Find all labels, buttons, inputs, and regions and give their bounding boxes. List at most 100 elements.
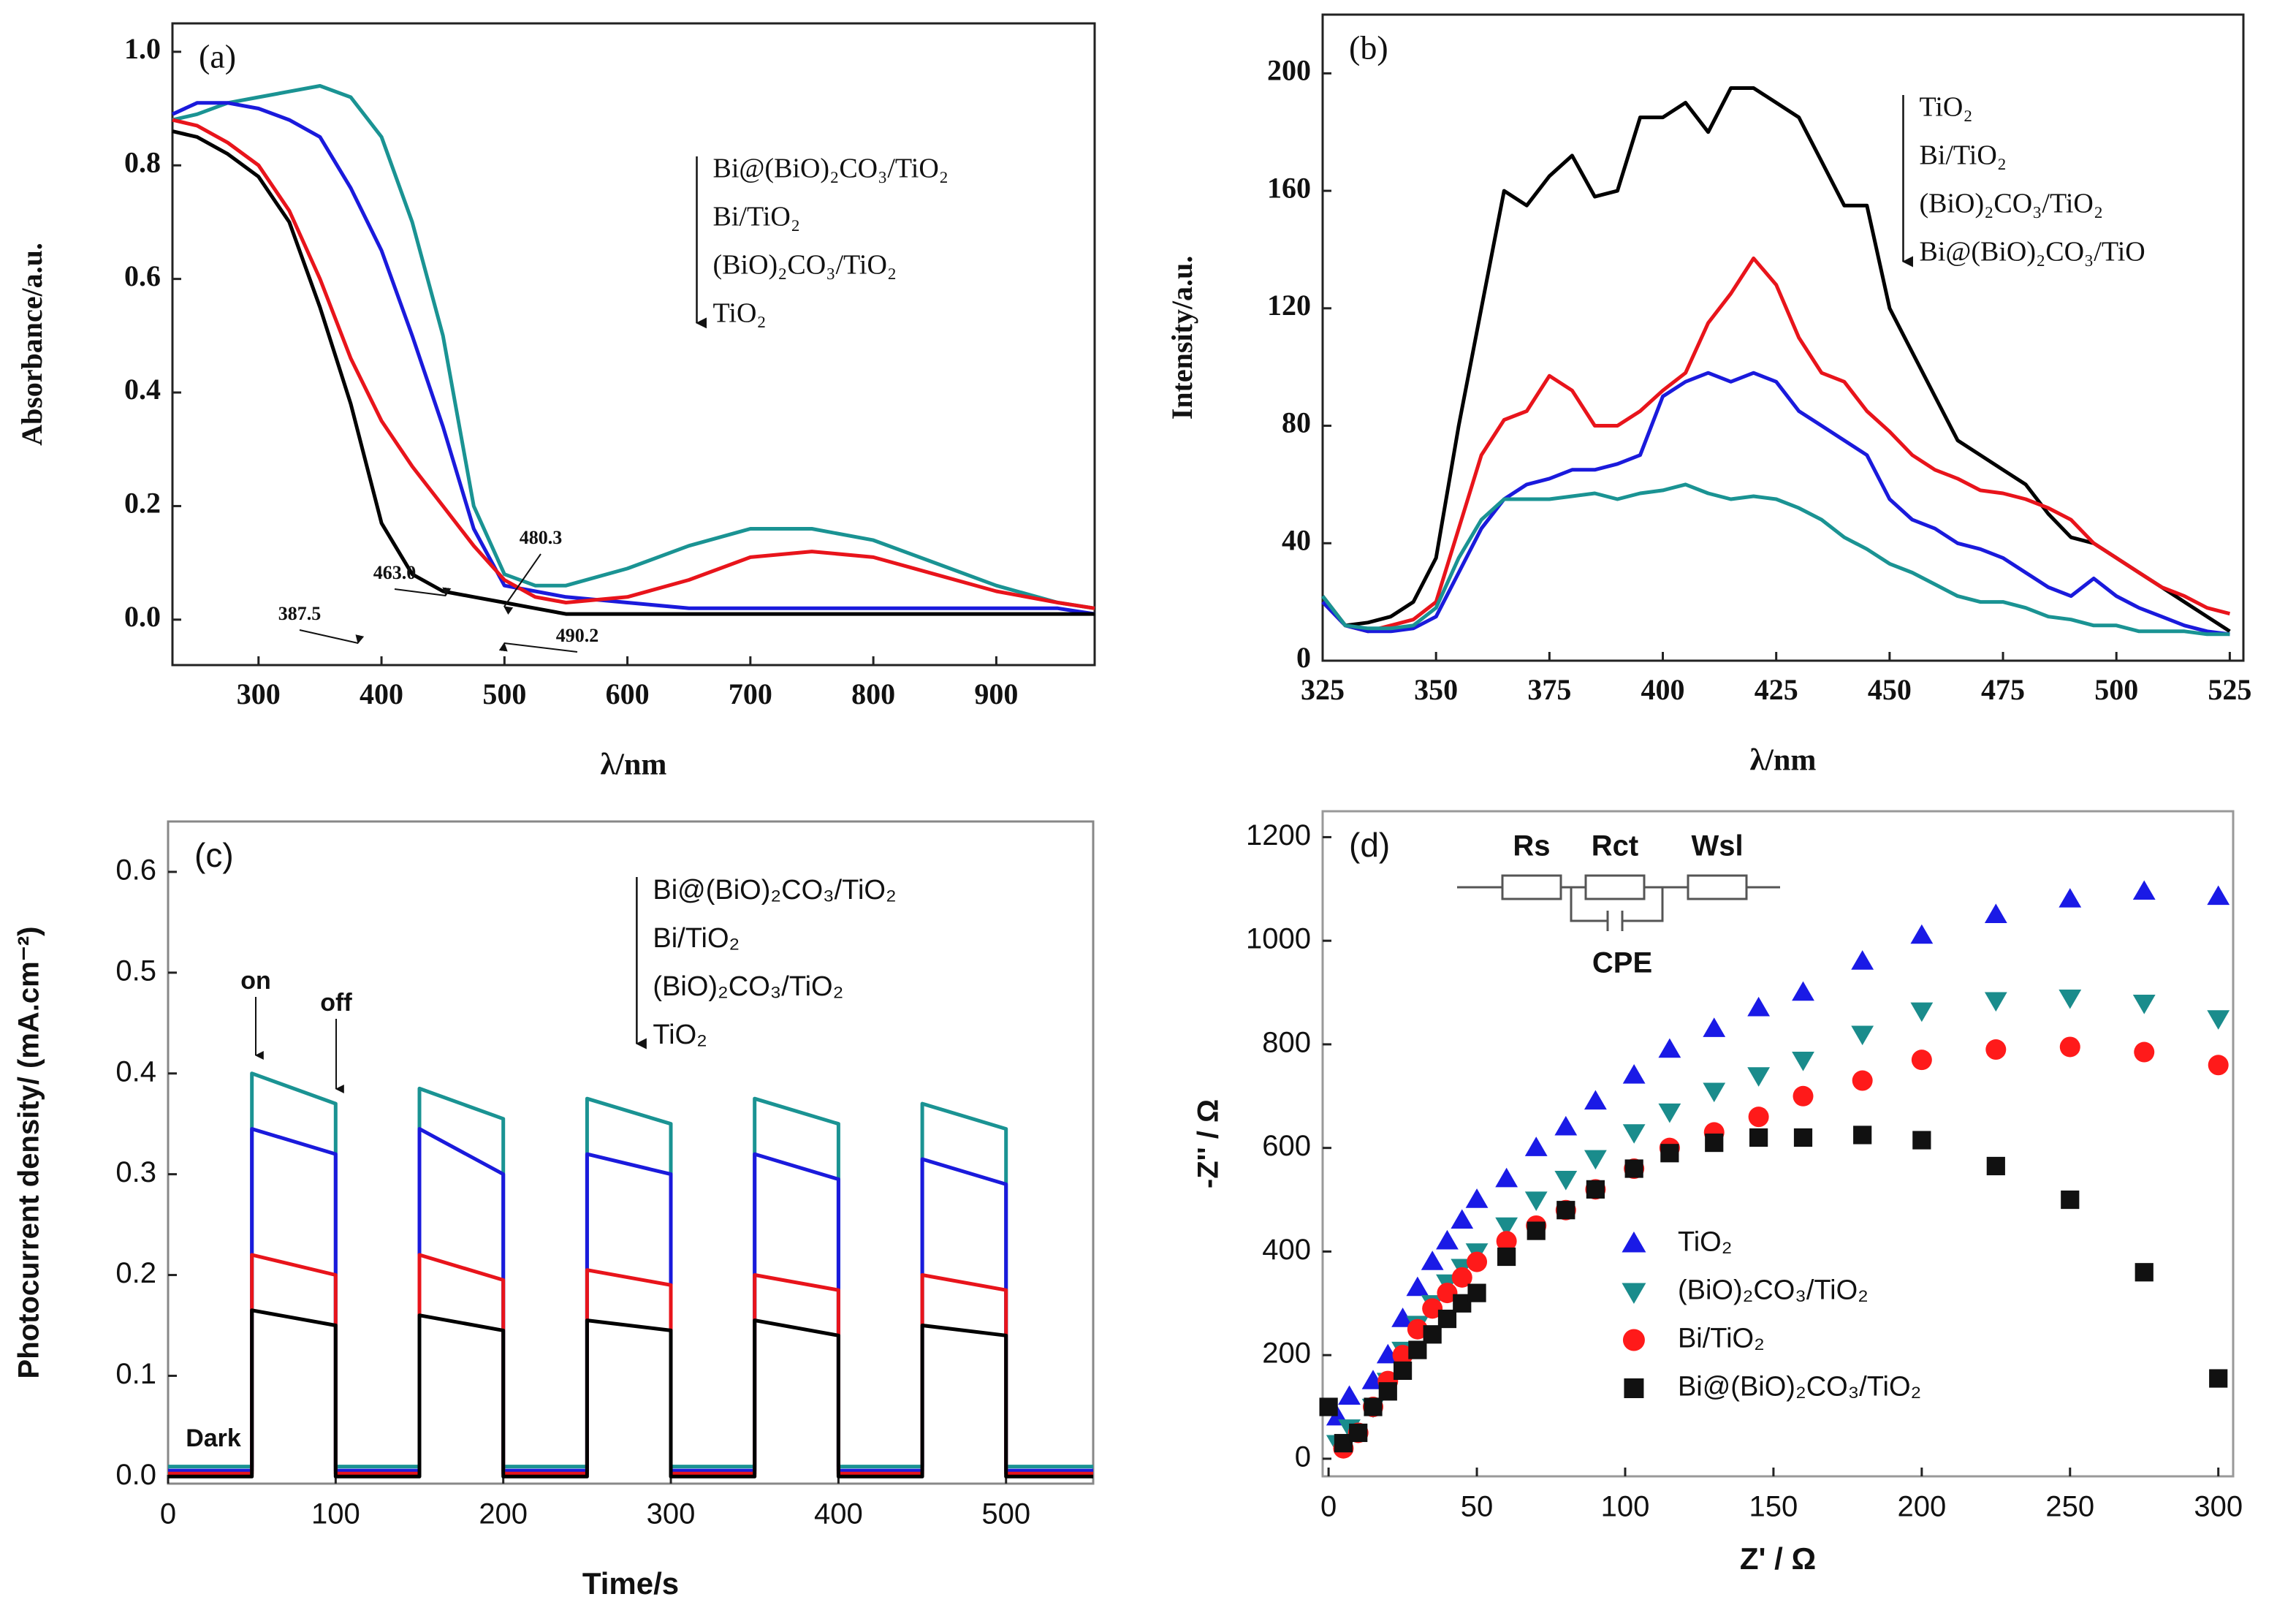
x-tick-label: 0 bbox=[1320, 1491, 1337, 1523]
y-tick-label: 0.0 bbox=[115, 1459, 156, 1491]
annotation: 463.0 bbox=[373, 562, 417, 583]
legend-label: TiO₂ bbox=[1678, 1227, 1733, 1258]
data-point bbox=[1658, 1038, 1681, 1058]
y-tick-label: 0.0 bbox=[124, 600, 161, 633]
data-point bbox=[1622, 1064, 1646, 1084]
legend-label: Bi/TiO₂ bbox=[713, 202, 801, 232]
data-point bbox=[1524, 1191, 1548, 1211]
series-line bbox=[171, 101, 1095, 616]
data-point bbox=[1495, 1167, 1518, 1188]
series-line bbox=[1321, 371, 2230, 637]
data-point bbox=[1705, 1133, 1724, 1153]
y-axis-label: Photocurrent density/ (mA.cm⁻²) bbox=[13, 927, 45, 1379]
x-tick-label: 900 bbox=[974, 678, 1018, 710]
x-tick-label: 500 bbox=[2094, 673, 2138, 706]
data-point bbox=[1985, 1039, 2007, 1060]
x-tick-label: 500 bbox=[482, 678, 526, 710]
y-tick-label: 600 bbox=[1262, 1130, 1311, 1162]
annotation: Dark bbox=[186, 1424, 241, 1452]
x-tick-label: 100 bbox=[311, 1498, 360, 1530]
data-point bbox=[1421, 1250, 1444, 1270]
plot-frame bbox=[167, 820, 1095, 1485]
series-line bbox=[168, 1127, 1093, 1473]
x-tick-label: 600 bbox=[606, 678, 650, 710]
data-point bbox=[1554, 1170, 1578, 1191]
x-tick-label: 50 bbox=[1461, 1491, 1494, 1523]
x-tick-label: 350 bbox=[1414, 673, 1458, 706]
data-point bbox=[1584, 1090, 1607, 1110]
x-tick-label: 400 bbox=[814, 1498, 863, 1530]
panel-label: (c) bbox=[194, 836, 234, 874]
data-point bbox=[1793, 1128, 1813, 1147]
data-point bbox=[1423, 1325, 1442, 1344]
data-point bbox=[1703, 1017, 1726, 1037]
circuit-resistor bbox=[1687, 874, 1748, 900]
x-tick-label: 0 bbox=[160, 1498, 176, 1530]
series-line bbox=[172, 118, 1095, 610]
data-point bbox=[1497, 1247, 1516, 1267]
y-tick-label: 0 bbox=[1296, 641, 1311, 674]
annotation-arrow bbox=[299, 629, 365, 645]
plot-frame bbox=[171, 22, 1096, 667]
circuit-resistor bbox=[1584, 874, 1646, 900]
data-point bbox=[1465, 1188, 1489, 1208]
x-tick-label: 800 bbox=[851, 678, 895, 710]
data-point bbox=[1910, 924, 1934, 944]
data-point bbox=[2061, 1190, 2080, 1210]
panel: 0 50 100 150 200 250 300 0 200 400 600 800 1000 1200 Z… bbox=[1193, 810, 2243, 1576]
annotation: 480.3 bbox=[520, 527, 563, 548]
y-tick-label: 0.5 bbox=[115, 954, 156, 987]
y-tick-label: 1200 bbox=[1246, 819, 1311, 851]
y-tick-label: 400 bbox=[1262, 1234, 1311, 1266]
x-axis-label: λ/nm bbox=[1750, 744, 1817, 778]
x-tick-label: 300 bbox=[647, 1498, 696, 1530]
y-axis-label: Absorbance/a.u. bbox=[15, 243, 48, 446]
data-point bbox=[1792, 1051, 1814, 1071]
data-point bbox=[1451, 1209, 1474, 1229]
x-tick-label: 100 bbox=[1601, 1491, 1650, 1523]
annotation-arrow bbox=[498, 642, 578, 653]
x-tick-label: 200 bbox=[479, 1498, 528, 1530]
data-point bbox=[1660, 1144, 1679, 1163]
data-point bbox=[2132, 880, 2156, 900]
data-point bbox=[1703, 1082, 1726, 1103]
x-tick-label: 300 bbox=[237, 678, 281, 710]
data-point bbox=[1391, 1308, 1414, 1327]
x-tick-label: 250 bbox=[2045, 1491, 2094, 1523]
y-tick-label: 0 bbox=[1295, 1441, 1311, 1473]
data-point bbox=[2135, 1263, 2154, 1282]
data-point bbox=[1496, 1231, 1517, 1252]
y-tick-label: 200 bbox=[1267, 54, 1311, 87]
x-tick-label: 500 bbox=[981, 1498, 1030, 1530]
data-point bbox=[1658, 1103, 1681, 1123]
series-line bbox=[168, 1253, 1093, 1476]
data-point bbox=[1793, 1085, 1814, 1107]
legend-label: TiO₂ bbox=[1919, 92, 1972, 123]
annotation-arrow bbox=[394, 587, 452, 597]
legend-label: (BiO)₂CO₃/TiO₂ bbox=[713, 250, 897, 281]
data-point bbox=[2132, 995, 2156, 1014]
y-tick-label: 0.4 bbox=[124, 373, 161, 406]
data-point bbox=[2208, 1055, 2229, 1076]
legend-label: Bi/TiO₂ bbox=[1919, 140, 2007, 171]
legend-label: Bi/TiO₂ bbox=[653, 923, 740, 954]
data-point bbox=[1749, 1128, 1768, 1147]
panel-label: (a) bbox=[199, 38, 236, 75]
annotation: off bbox=[320, 989, 352, 1017]
legend-label: (BiO)₂CO₃/TiO₂ bbox=[1678, 1275, 1869, 1306]
data-point bbox=[1853, 1126, 1872, 1145]
data-point bbox=[2059, 1036, 2080, 1058]
data-point bbox=[1622, 1124, 1646, 1144]
data-point bbox=[1436, 1229, 1459, 1250]
data-point bbox=[2209, 1369, 2228, 1388]
legend-marker bbox=[1624, 1378, 1644, 1398]
x-tick-label: 400 bbox=[1641, 673, 1685, 706]
circuit-label: CPE bbox=[1592, 947, 1652, 979]
legend-label: Bi@(BiO)₂CO₃/TiO bbox=[1919, 237, 2145, 267]
y-tick-label: 40 bbox=[1282, 523, 1311, 556]
panel: 300 400 500 600 700 800 900 0.0 0.2 0.4 0.6 0.8 1.0 λ… bbox=[15, 22, 1096, 782]
circuit-label: Rct bbox=[1592, 830, 1638, 862]
y-tick-label: 1.0 bbox=[124, 32, 161, 65]
x-tick-label: 700 bbox=[729, 678, 772, 710]
